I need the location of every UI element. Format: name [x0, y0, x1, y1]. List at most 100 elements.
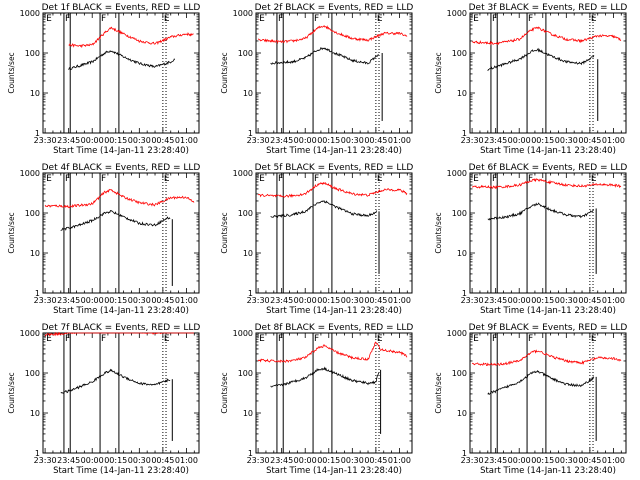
y-tick-label: 1: [35, 289, 40, 298]
y-tick-label: 1000: [20, 9, 40, 18]
chart-panel-6: Det 6f BLACK = Events, RED = LLD 1 10 100 10…: [434, 163, 627, 316]
marker-letter: F: [65, 14, 70, 24]
plot-frame: [42, 332, 200, 454]
panel-title: Det 7f BLACK = Events, RED = LLD: [42, 323, 201, 333]
marker-letter: F: [314, 14, 319, 24]
marker-letter: E: [46, 14, 52, 24]
y-axis-label: Counts/sec: [434, 212, 443, 253]
events-series-line: [68, 50, 176, 71]
chart-panel-7: Det 7f BLACK = Events, RED = LLD 1 10 100 10…: [7, 323, 200, 476]
y-axis-label: Counts/sec: [7, 52, 16, 93]
x-axis-label: Start Time (14-Jan-11 23:28:40): [480, 306, 616, 316]
events-series-line: [270, 366, 380, 388]
marker-letter: F: [278, 334, 283, 344]
x-axis-label: Start Time (14-Jan-11 23:28:40): [266, 466, 402, 476]
chart-panel-2: Det 2f BLACK = Events, RED = LLD 1 10 100 10…: [220, 3, 413, 156]
events-series-line: [60, 210, 171, 232]
y-tick-label: 1000: [233, 169, 253, 178]
x-tick-label: 00:00: [81, 296, 104, 305]
marker-letter: F: [528, 14, 533, 24]
chart-panel-4: Det 4f BLACK = Events, RED = LLD 1 10 100 10…: [7, 163, 200, 316]
marker-letter: E: [164, 14, 170, 24]
marker-letter: E: [473, 14, 479, 24]
lld-series-line: [257, 181, 408, 199]
events-series-line: [487, 47, 595, 72]
x-tick-label: 00:30: [128, 136, 151, 145]
x-tick-label: 00:15: [531, 456, 554, 465]
x-tick-label: 00:00: [81, 136, 104, 145]
marker-letter: E: [164, 174, 170, 184]
lld-series-line: [44, 331, 194, 337]
y-axis-label: Counts/sec: [220, 372, 229, 413]
x-tick-label: 23:45: [57, 456, 80, 465]
panel-title: Det 9f BLACK = Events, RED = LLD: [469, 323, 628, 333]
x-tick-label: 23:30: [34, 136, 57, 145]
x-tick-label: 23:30: [247, 136, 270, 145]
marker-letter: E: [473, 334, 479, 344]
y-tick-label: 100: [25, 369, 40, 378]
lld-series-line: [257, 341, 408, 364]
y-tick-label: 100: [452, 209, 467, 218]
x-tick-label: 00:30: [128, 296, 151, 305]
x-tick-label: 00:45: [364, 296, 387, 305]
x-axis-label: Start Time (14-Jan-11 23:28:40): [480, 466, 616, 476]
y-axis-label: Counts/sec: [220, 212, 229, 253]
y-axis-label: Counts/sec: [220, 52, 229, 93]
x-tick-label: 23:45: [484, 136, 507, 145]
plot-frame: [255, 332, 413, 454]
chart-panel-1: Det 1f BLACK = Events, RED = LLD 1 10 100 10…: [7, 3, 200, 156]
x-tick-label: 00:45: [364, 136, 387, 145]
marker-letter: E: [377, 334, 383, 344]
y-tick-label: 100: [25, 49, 40, 58]
x-tick-label: 23:30: [461, 296, 484, 305]
lld-series-line: [471, 349, 622, 367]
y-tick-label: 100: [452, 369, 467, 378]
x-tick-label: 00:00: [294, 456, 317, 465]
x-tick-label: 23:45: [57, 136, 80, 145]
y-tick-label: 1: [248, 449, 253, 458]
x-tick-label: 00:30: [555, 136, 578, 145]
x-axis-label: Start Time (14-Jan-11 23:28:40): [266, 146, 402, 156]
chart-panel-5: Det 5f BLACK = Events, RED = LLD 1 10 100 10…: [220, 163, 413, 316]
marker-letter: F: [65, 334, 70, 344]
events-series-line: [60, 368, 171, 394]
y-tick-label: 1: [462, 129, 467, 138]
marker-letter: E: [591, 14, 597, 24]
marker-letter: F: [492, 14, 497, 24]
x-tick-label: 23:30: [34, 456, 57, 465]
y-tick-label: 1: [35, 129, 40, 138]
y-tick-label: 100: [25, 209, 40, 218]
lld-series-line: [258, 24, 408, 45]
y-tick-label: 1000: [447, 169, 467, 178]
x-tick-label: 00:15: [104, 136, 127, 145]
marker-letter: F: [492, 334, 497, 344]
panel-title: Det 2f BLACK = Events, RED = LLD: [255, 3, 414, 13]
y-tick-label: 10: [30, 409, 40, 418]
panel-title: Det 5f BLACK = Events, RED = LLD: [255, 163, 414, 173]
x-tick-label: 00:15: [531, 296, 554, 305]
y-tick-label: 1: [248, 289, 253, 298]
x-tick-label: 00:45: [151, 136, 174, 145]
panel-title: Det 3f BLACK = Events, RED = LLD: [469, 3, 628, 13]
y-tick-label: 1000: [233, 9, 253, 18]
x-tick-label: 00:15: [317, 296, 340, 305]
x-tick-label: 00:30: [128, 456, 151, 465]
y-tick-label: 100: [238, 369, 253, 378]
x-tick-label: 00:15: [104, 296, 127, 305]
y-tick-label: 10: [30, 249, 40, 258]
y-tick-label: 1000: [447, 329, 467, 338]
y-tick-label: 10: [30, 89, 40, 98]
x-tick-label: 00:00: [508, 296, 531, 305]
y-tick-label: 10: [243, 409, 253, 418]
marker-letter: F: [101, 174, 106, 184]
x-tick-label: 01:00: [175, 136, 198, 145]
x-tick-label: 00:30: [341, 296, 364, 305]
y-axis-label: Counts/sec: [434, 372, 443, 413]
marker-letter: F: [278, 14, 283, 24]
x-tick-label: 00:45: [578, 136, 601, 145]
panel-title: Det 4f BLACK = Events, RED = LLD: [42, 163, 201, 173]
plot-frame: [42, 172, 200, 294]
panel-title: Det 6f BLACK = Events, RED = LLD: [469, 163, 628, 173]
panel-title: Det 8f BLACK = Events, RED = LLD: [255, 323, 414, 333]
x-tick-label: 23:45: [484, 296, 507, 305]
